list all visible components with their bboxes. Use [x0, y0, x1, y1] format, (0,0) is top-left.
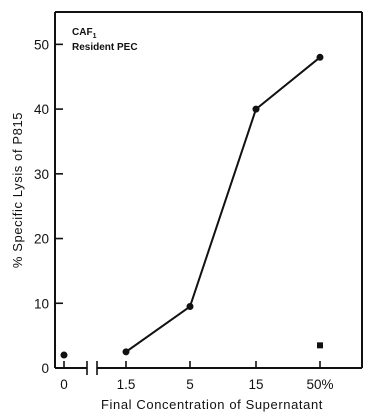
- data-point: [316, 53, 324, 61]
- annotation-line1: CAF1: [72, 27, 97, 40]
- x-axis-label: Final Concentration of Supernatant: [101, 397, 323, 412]
- x-tick-label: 15: [248, 377, 263, 392]
- data-point: [186, 303, 194, 311]
- y-tick-label: 20: [34, 232, 49, 247]
- data-point: [60, 351, 68, 359]
- annotation-line2: Resident PEC: [72, 42, 138, 53]
- data-point-square: [317, 342, 323, 349]
- series-lines: [125, 56, 321, 353]
- annotation-box: CAF1 Resident PEC: [72, 27, 138, 53]
- y-tick-label: 10: [34, 296, 49, 311]
- y-tick-label: 40: [34, 102, 49, 117]
- x-tick-label: 5: [186, 377, 194, 392]
- data-point: [252, 105, 260, 113]
- y-tick-label: 30: [34, 167, 49, 182]
- y-tick-label: 50: [34, 37, 49, 52]
- plot-frame: [54, 11, 363, 375]
- y-axis-label: % Specific Lysis of P815: [10, 112, 25, 268]
- x-tick-label: 1.5: [117, 377, 136, 392]
- x-tick-label: 50%: [306, 377, 333, 392]
- y-axis-ticks: 0 10 20 30 40 50: [34, 37, 63, 376]
- axis-break-mark: [86, 361, 98, 375]
- y-tick-label: 0: [41, 361, 49, 376]
- x-axis-ticks: 0 1.5 5 15 50%: [60, 361, 334, 392]
- series-markers: [60, 53, 324, 359]
- x-tick-label: 0: [60, 377, 68, 392]
- series-line: [125, 56, 321, 353]
- data-point: [122, 348, 130, 356]
